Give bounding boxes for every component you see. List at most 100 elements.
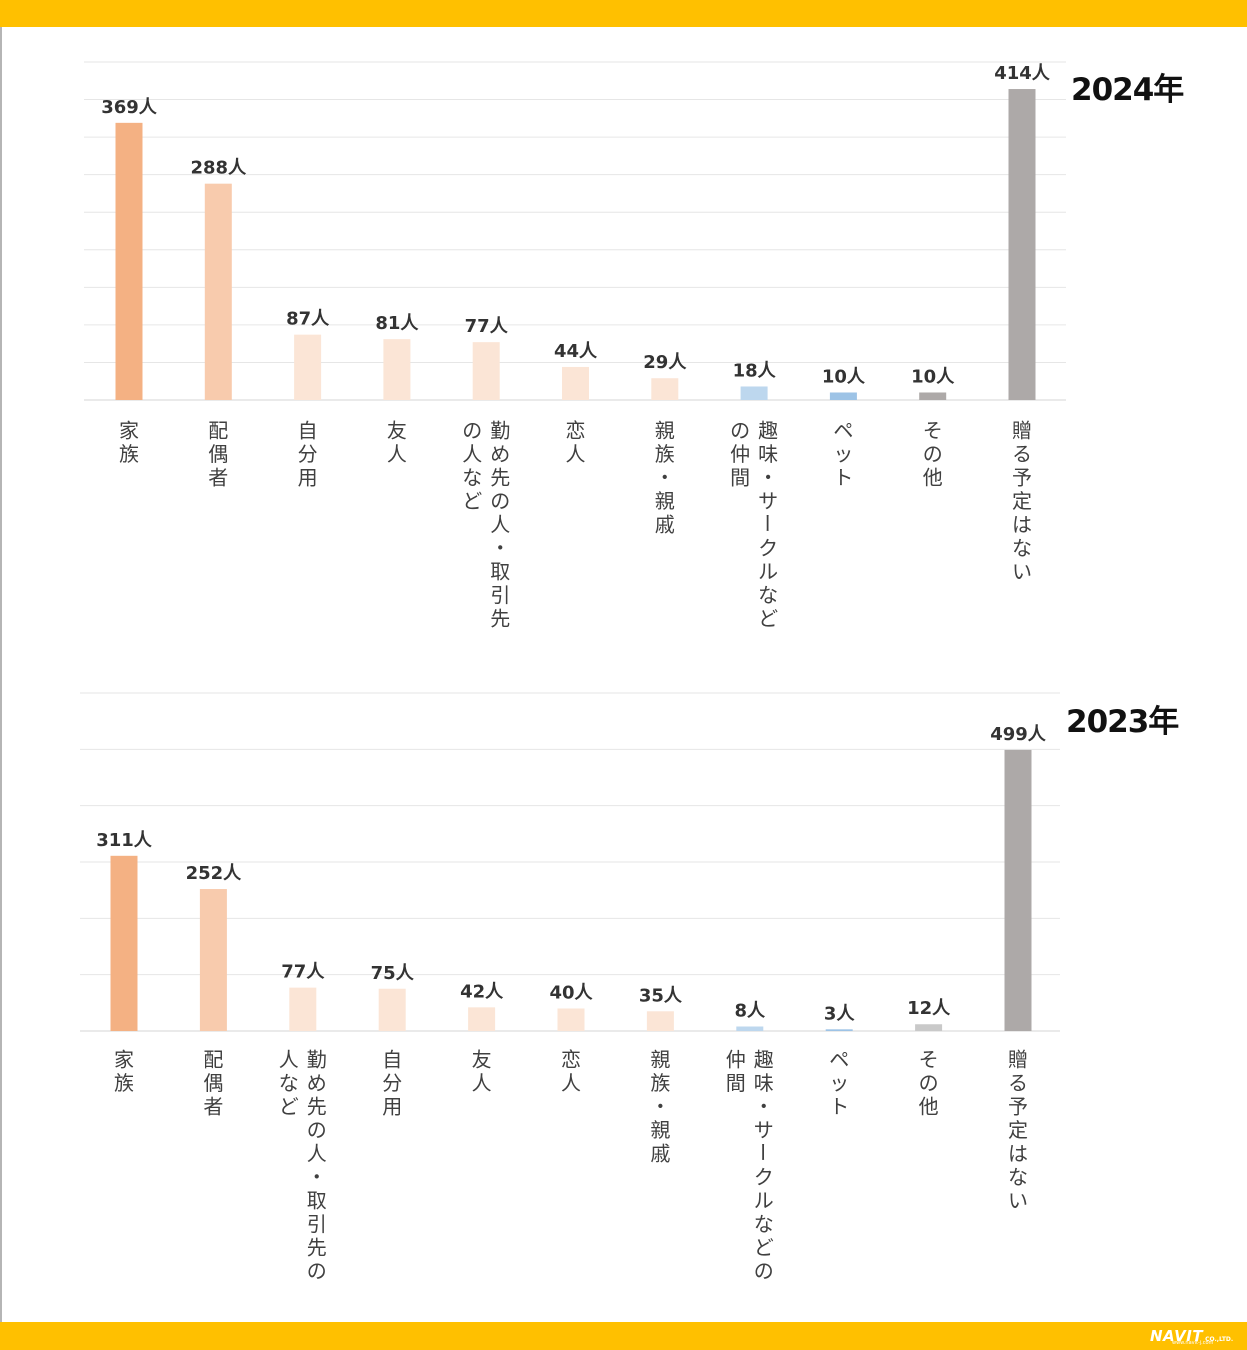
chart-2024-bar-2 <box>204 183 232 400</box>
chart-2024-category-label-4: 友人 <box>387 418 407 466</box>
chart-2024-bar-8 <box>740 386 768 400</box>
chart-2024-category-char: 族 <box>119 442 139 466</box>
chart-2023-value-label-1: 311人 <box>96 830 153 851</box>
chart-2024-category-label-1: 家族 <box>119 418 139 466</box>
chart-2023-category-char: の <box>754 1259 774 1283</box>
chart-2023-category-char: な <box>1008 1165 1028 1189</box>
chart-2024-category-label-9: ペット <box>833 418 853 489</box>
chart-2024-category-char: ッ <box>833 442 853 466</box>
chart-2024-category-char: ・ <box>490 536 510 560</box>
chart-2024-category-char: の <box>490 489 510 513</box>
chart-2024-category-char: 勤 <box>490 418 510 442</box>
chart-2024-bar-4 <box>383 339 411 400</box>
chart-2023-category-char: サ <box>754 1118 774 1142</box>
chart-2023-category-char: め <box>307 1071 327 1095</box>
chart-2023-category-char: 偶 <box>203 1071 223 1095</box>
chart-2024-category-char: の <box>923 442 943 466</box>
chart-2023-bar-9 <box>825 1029 853 1031</box>
chart-2023-category-char: ど <box>279 1094 299 1118</box>
chart-2024-bar-5 <box>472 342 500 400</box>
chart-2023-category-char: の <box>919 1071 939 1095</box>
chart-2023-category-label-7: 親族・親戚 <box>650 1047 670 1165</box>
chart-2024-category-char: 定 <box>1012 489 1032 513</box>
chart-2023-category-char: 取 <box>307 1188 327 1212</box>
chart-2023-category-char: 親 <box>650 1118 670 1142</box>
chart-2024-value-label-5: 77人 <box>465 316 509 337</box>
chart-2024-category-char: い <box>1012 559 1032 583</box>
chart-2024-value-label-2: 288人 <box>191 158 248 179</box>
chart-2024-bar-11 <box>1008 89 1036 400</box>
chart-2023-category-char: 人 <box>472 1071 492 1095</box>
chart-2024-value-label-10: 10人 <box>911 366 955 387</box>
chart-2024-category-char: 偶 <box>208 442 228 466</box>
chart-2023-category-char: 戚 <box>650 1141 670 1165</box>
chart-2023-category-char: ・ <box>754 1094 774 1118</box>
chart-2023-category-char: 親 <box>650 1047 670 1071</box>
chart-2023-category-char: ど <box>754 1235 774 1259</box>
chart-2023-category-char: ト <box>829 1094 849 1118</box>
chart-2024-value-label-6: 44人 <box>554 341 598 362</box>
chart-2024-category-char: 取 <box>490 559 510 583</box>
chart-2024-title: 2024年 <box>1071 72 1184 108</box>
chart-2024-bar-9 <box>829 392 857 400</box>
chart-2023-category-label-5: 友人 <box>472 1047 492 1095</box>
chart-2023-category-char: 人 <box>307 1141 327 1165</box>
chart-2024-category-char: 族 <box>655 442 675 466</box>
chart-2024-category-char: 戚 <box>655 512 675 536</box>
chart-2024-category-char: ク <box>758 536 778 560</box>
chart-2023-category-char: る <box>1008 1071 1028 1095</box>
chart-2024-category-char: 予 <box>1012 465 1032 489</box>
chart-2024-category-char: 分 <box>298 442 318 466</box>
chart-2024-category-label-7: 親族・親戚 <box>655 418 675 536</box>
chart-2023: 311人家族252人配偶者77人勤め先の人・取引先の人など75人自分用42人友人… <box>80 692 1060 1283</box>
chart-2023-category-char: 族 <box>650 1071 670 1095</box>
chart-2024-bar-10 <box>919 392 947 400</box>
chart-2023-bar-1 <box>110 855 138 1031</box>
chart-2023-value-label-5: 42人 <box>460 981 504 1002</box>
chart-2023-category-char: 者 <box>203 1094 223 1118</box>
chart-2023-category-char: そ <box>919 1047 939 1071</box>
chart-2024-category-label-2: 配偶者 <box>208 418 228 489</box>
chart-2023-category-char: 間 <box>726 1071 746 1095</box>
chart-2023-category-char: の <box>307 1118 327 1142</box>
chart-2023-category-char: な <box>279 1071 299 1095</box>
chart-2024-bar-7 <box>651 378 679 400</box>
chart-2024-category-char: 先 <box>490 606 510 630</box>
chart-2024-category-char: サ <box>758 489 778 513</box>
chart-2023-category-char: ー <box>751 1142 775 1162</box>
chart-2024-category-char: 趣 <box>758 418 778 442</box>
logo-suffix: CO.,LTD. <box>1205 1336 1234 1343</box>
chart-2024-category-char: ど <box>758 606 778 630</box>
chart-2023-title: 2023年 <box>1066 704 1179 740</box>
chart-2024-category-char: 自 <box>298 418 318 442</box>
top-accent-band <box>0 0 1247 27</box>
chart-2024-category-label-10: その他 <box>923 418 943 489</box>
chart-2024-category-char: ル <box>758 559 778 583</box>
chart-2024-category-char: 人 <box>462 442 482 466</box>
chart-2023-category-label-9: ペット <box>829 1047 849 1118</box>
chart-2024-category-char: 先 <box>490 465 510 489</box>
chart-2023-category-char: ッ <box>829 1071 849 1095</box>
chart-2023-bar-2 <box>199 889 227 1031</box>
chart-2024-category-char: 贈 <box>1012 418 1032 442</box>
chart-2024-category-char: 味 <box>758 442 778 466</box>
chart-2024-category-char: ペ <box>833 418 853 442</box>
chart-2023-category-char: は <box>1008 1141 1028 1165</box>
chart-2024-bar-6 <box>562 366 589 400</box>
chart-2023-category-char: ク <box>754 1165 774 1189</box>
chart-2024-category-char: ど <box>462 489 482 513</box>
chart-2024-category-char: 他 <box>923 465 943 489</box>
chart-2023-bar-6 <box>557 1008 585 1031</box>
chart-2023-value-label-11: 499人 <box>990 724 1047 745</box>
chart-2023-category-char: な <box>754 1212 774 1236</box>
chart-2023-category-char: 先 <box>307 1235 327 1259</box>
chart-2024-category-char: そ <box>923 418 943 442</box>
chart-2023-category-label-1: 家族 <box>114 1047 134 1095</box>
chart-2024-value-label-7: 29人 <box>643 352 687 373</box>
chart-2023-category-char: 予 <box>1008 1094 1028 1118</box>
